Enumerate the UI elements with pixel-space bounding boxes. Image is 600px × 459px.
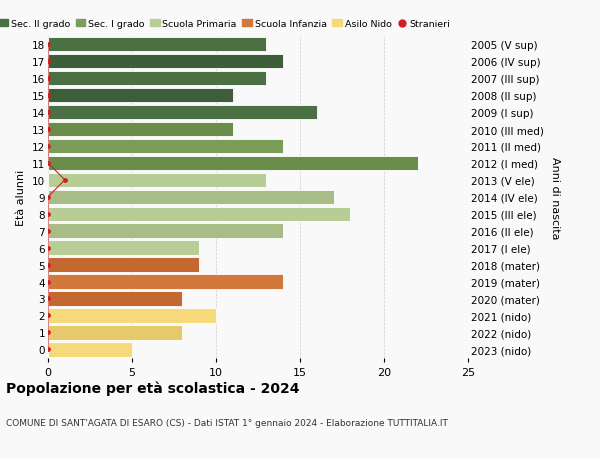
Bar	[48, 275, 283, 289]
Bar	[48, 325, 182, 340]
Bar	[48, 342, 132, 357]
Bar	[48, 291, 182, 306]
Bar	[48, 55, 283, 69]
Text: COMUNE DI SANT'AGATA DI ESARO (CS) - Dati ISTAT 1° gennaio 2024 - Elaborazione T: COMUNE DI SANT'AGATA DI ESARO (CS) - Dat…	[6, 418, 448, 427]
Bar	[48, 89, 233, 103]
Bar	[48, 308, 216, 323]
Bar	[48, 224, 283, 238]
Bar	[48, 140, 283, 154]
Bar	[48, 207, 350, 222]
Legend: Sec. II grado, Sec. I grado, Scuola Primaria, Scuola Infanzia, Asilo Nido, Stran: Sec. II grado, Sec. I grado, Scuola Prim…	[0, 20, 450, 29]
Text: Popolazione per età scolastica - 2024: Popolazione per età scolastica - 2024	[6, 381, 299, 396]
Bar	[48, 157, 418, 171]
Bar	[48, 241, 199, 255]
Bar	[48, 123, 233, 137]
Y-axis label: Anni di nascita: Anni di nascita	[550, 156, 560, 239]
Bar	[48, 38, 266, 52]
Bar	[48, 258, 199, 272]
Bar	[48, 106, 317, 120]
Bar	[48, 173, 266, 188]
Y-axis label: Età alunni: Età alunni	[16, 169, 26, 225]
Bar	[48, 72, 266, 86]
Bar	[48, 190, 334, 205]
